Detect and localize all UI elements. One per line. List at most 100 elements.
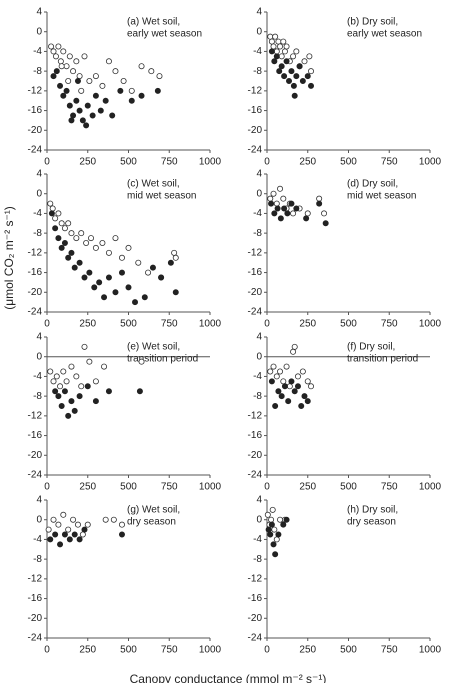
data-point — [298, 402, 305, 409]
data-point — [112, 235, 119, 242]
data-point — [73, 373, 80, 380]
data-point — [99, 239, 106, 246]
data-point — [283, 363, 290, 370]
y-tick-label: -16 — [248, 593, 263, 604]
data-point — [306, 53, 313, 60]
panel-annotation: mid wet season — [127, 191, 196, 202]
panel-annotation: (f) Dry soil, — [347, 342, 395, 353]
data-point — [138, 92, 145, 99]
x-tick-label: 500 — [340, 319, 357, 330]
data-point — [265, 526, 272, 533]
data-point — [52, 225, 59, 232]
y-tick-label: -4 — [253, 534, 262, 545]
data-point — [304, 378, 311, 385]
data-point — [70, 112, 77, 119]
data-point — [97, 107, 104, 114]
x-tick-label: 0 — [264, 319, 270, 330]
data-point — [284, 210, 291, 217]
data-point — [290, 53, 297, 60]
data-point — [63, 378, 70, 385]
data-point — [274, 205, 281, 212]
data-point — [172, 254, 179, 261]
data-point — [269, 506, 276, 513]
data-point — [70, 68, 77, 75]
y-tick-label: -24 — [28, 307, 43, 318]
data-point — [276, 68, 283, 75]
data-point — [281, 73, 288, 80]
data-point — [308, 383, 315, 390]
y-tick-label: 4 — [256, 495, 262, 506]
data-point — [172, 289, 179, 296]
data-point — [132, 299, 139, 306]
y-tick-label: 4 — [36, 169, 42, 180]
y-tick-label: -8 — [253, 66, 262, 77]
y-tick-label: 4 — [36, 7, 42, 18]
data-point — [105, 274, 112, 281]
y-tick-label: -16 — [28, 593, 43, 604]
y-tick-label: -4 — [33, 46, 42, 57]
data-point — [275, 531, 282, 538]
y-tick-label: -20 — [248, 287, 263, 298]
data-point — [92, 378, 99, 385]
data-point — [70, 516, 77, 523]
data-point — [280, 521, 287, 528]
data-point — [322, 220, 329, 227]
data-point — [74, 78, 81, 85]
y-tick-label: -16 — [28, 430, 43, 441]
data-point — [47, 200, 54, 207]
data-point — [280, 195, 287, 202]
y-axis-label: (μmol CO₂ m⁻² s⁻¹) — [2, 206, 16, 310]
y-tick-label: -24 — [248, 307, 263, 318]
y-tick-label: -4 — [253, 46, 262, 57]
data-point — [68, 230, 75, 237]
data-point — [74, 521, 81, 528]
data-point — [285, 398, 292, 405]
y-tick-label: 0 — [36, 188, 42, 199]
data-point — [291, 343, 298, 350]
data-point — [286, 78, 293, 85]
data-point — [71, 531, 78, 538]
data-point — [167, 259, 174, 266]
data-point — [105, 249, 112, 256]
data-point — [128, 87, 135, 94]
data-point — [76, 107, 83, 114]
data-point — [60, 368, 67, 375]
data-point — [154, 87, 161, 94]
x-tick-label: 500 — [120, 157, 137, 168]
data-point — [118, 254, 125, 261]
data-point — [272, 33, 279, 40]
y-tick-label: -12 — [248, 410, 263, 421]
x-tick-label: 500 — [340, 157, 357, 168]
data-point — [303, 215, 310, 222]
x-tick-label: 750 — [381, 645, 398, 656]
data-point — [65, 220, 72, 227]
data-point — [73, 97, 80, 104]
y-tick-label: -8 — [33, 554, 42, 565]
x-tick-label: 250 — [299, 645, 316, 656]
x-tick-label: 1000 — [199, 319, 222, 330]
data-point — [50, 48, 57, 55]
data-point — [118, 531, 125, 538]
y-tick-label: -16 — [28, 267, 43, 278]
y-tick-label: 0 — [256, 188, 262, 199]
data-point — [81, 343, 88, 350]
data-point — [52, 531, 59, 538]
x-tick-label: 1000 — [199, 645, 222, 656]
data-point — [118, 521, 125, 528]
x-tick-label: 1000 — [419, 482, 442, 493]
data-point — [52, 388, 59, 395]
data-point — [79, 117, 86, 124]
y-tick-label: -12 — [28, 247, 43, 258]
data-point — [278, 63, 285, 70]
x-tick-label: 250 — [299, 319, 316, 330]
x-tick-label: 250 — [79, 645, 96, 656]
data-point — [89, 112, 96, 119]
data-point — [68, 117, 75, 124]
data-point — [138, 358, 145, 365]
data-point — [57, 58, 64, 65]
data-point — [299, 368, 306, 375]
data-point — [55, 521, 62, 528]
y-tick-label: -20 — [28, 125, 43, 136]
data-point — [125, 244, 132, 251]
data-point — [83, 122, 90, 129]
